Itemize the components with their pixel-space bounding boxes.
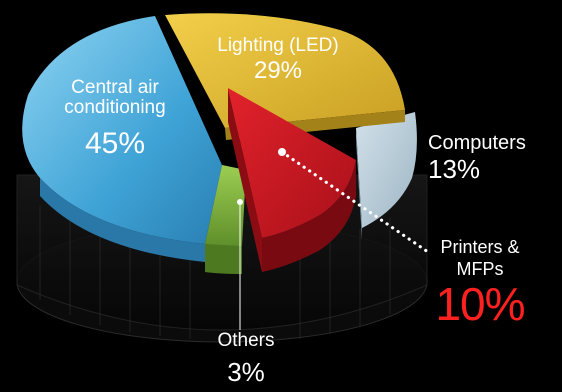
- label-central-air-conditioning: Central air conditioning 45%: [40, 78, 190, 159]
- label-others-pct: 3%: [227, 356, 265, 387]
- slice-printers-mfps: [228, 88, 356, 272]
- slice-others: [205, 165, 246, 274]
- label-computers-pct: 13%: [428, 154, 481, 184]
- slice-computers: [356, 112, 417, 240]
- label-printers-mfps: Printers & MFPs 10%: [430, 237, 530, 328]
- label-printers-pct: 10%: [435, 278, 525, 331]
- label-central-pct: 45%: [84, 126, 146, 160]
- label-others: Others 3%: [196, 331, 296, 386]
- label-computers-name: Computers: [428, 132, 526, 154]
- slice-central-air-conditioning: [22, 16, 222, 262]
- label-central-name: Central air conditioning: [64, 77, 166, 118]
- label-lighting: Lighting (LED) 29%: [178, 35, 378, 84]
- label-lighting-pct: 29%: [253, 56, 303, 84]
- label-computers: Computers 13%: [428, 133, 558, 183]
- label-printers-name: Printers & MFPs: [440, 237, 520, 279]
- leader-dot-printers: [278, 148, 286, 156]
- leader-line-printers: [280, 150, 430, 254]
- label-lighting-name: Lighting (LED): [217, 35, 339, 56]
- leader-dot-others: [237, 199, 243, 205]
- label-others-name: Others: [217, 330, 275, 351]
